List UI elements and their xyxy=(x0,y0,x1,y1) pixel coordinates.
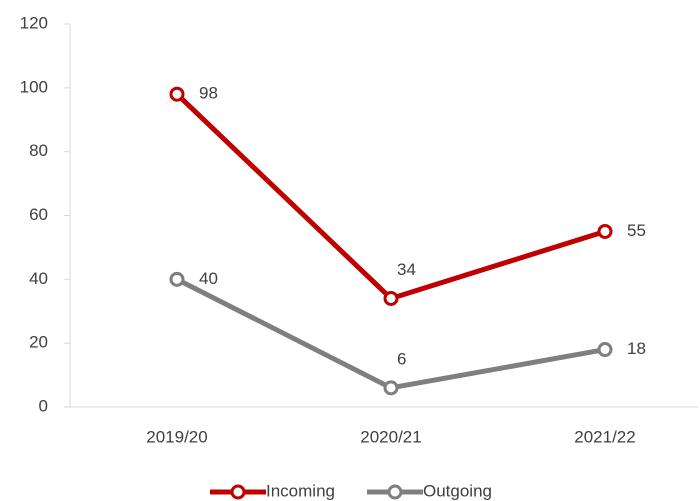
marker xyxy=(383,380,399,396)
legend-label: Outgoing xyxy=(423,481,492,500)
y-tick-label: 100 xyxy=(20,77,48,96)
x-tick-label: 2019/20 xyxy=(146,427,207,446)
y-tick-label: 20 xyxy=(29,333,48,352)
marker xyxy=(597,223,613,239)
y-tick-label: 40 xyxy=(29,269,48,288)
y-tick-label: 80 xyxy=(29,141,48,160)
series-line xyxy=(175,92,606,301)
data-label: 40 xyxy=(199,269,218,288)
marker xyxy=(169,271,185,287)
legend-marker xyxy=(387,484,403,500)
marker xyxy=(383,290,399,306)
y-tick-label: 120 xyxy=(20,13,48,32)
marker xyxy=(597,342,613,358)
data-label: 98 xyxy=(199,84,218,103)
marker xyxy=(169,86,185,102)
data-label: 18 xyxy=(627,339,646,358)
data-label: 55 xyxy=(627,221,646,240)
y-tick-label: 0 xyxy=(39,396,48,415)
y-tick-label: 60 xyxy=(29,205,48,224)
x-tick-label: 2020/21 xyxy=(360,427,421,446)
legend-marker xyxy=(230,484,246,500)
data-label: 34 xyxy=(397,260,416,279)
legend-label: Incoming xyxy=(266,481,335,500)
x-tick-label: 2021/22 xyxy=(574,427,635,446)
data-label: 6 xyxy=(397,349,406,368)
